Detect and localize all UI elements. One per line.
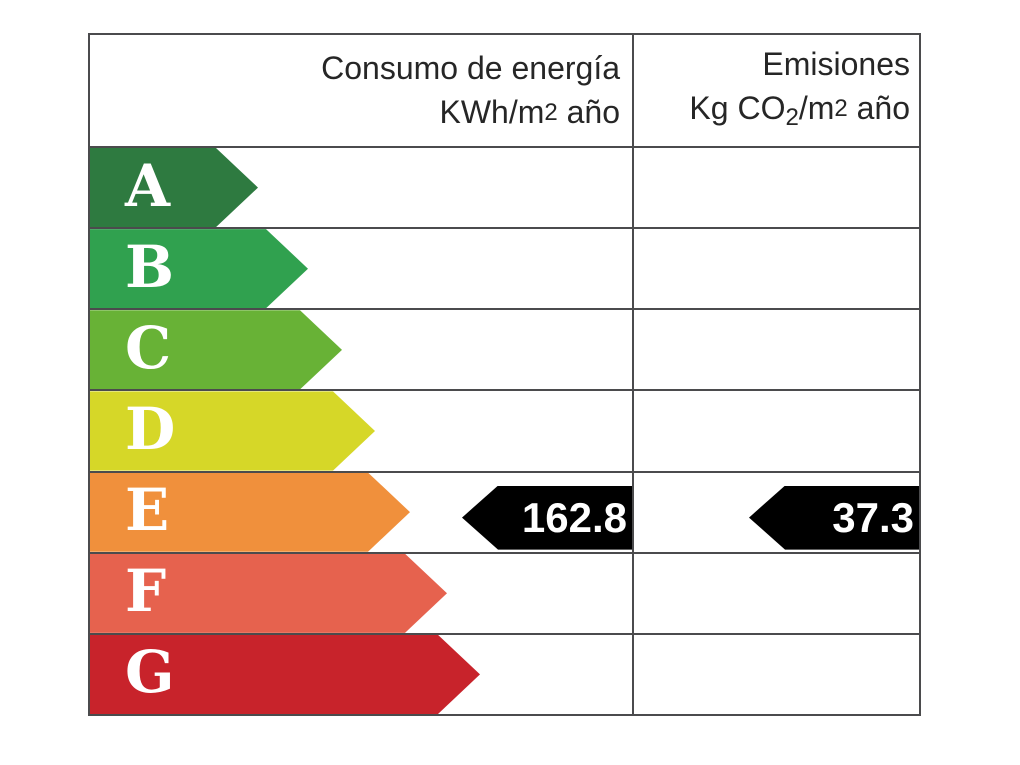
rating-row: A <box>90 148 919 230</box>
rating-row: B <box>90 229 919 311</box>
emissions-cell <box>634 148 919 227</box>
rating-row: C <box>90 310 919 392</box>
consumption-header-line2: KWh/m2 año <box>439 94 620 130</box>
rating-arrow: D <box>90 391 375 470</box>
consumption-cell: D <box>90 391 634 471</box>
consumption-cell: C <box>90 310 634 390</box>
rating-letter: D <box>125 394 176 463</box>
certificate-table: Consumo de energía KWh/m2 año Emisiones … <box>88 33 921 716</box>
rating-letter: C <box>125 313 172 382</box>
rating-arrow: A <box>90 148 258 227</box>
emissions-cell <box>634 229 919 308</box>
rating-row: E 162.8 37.3 <box>90 472 919 554</box>
rating-letter: E <box>125 476 170 545</box>
pointer-value: 37.3 <box>832 493 914 541</box>
rating-row: F <box>90 553 919 635</box>
rating-arrow: F <box>90 554 447 633</box>
emissions-cell <box>634 310 919 389</box>
rating-row: D <box>90 391 919 473</box>
emissions-cell <box>634 554 919 633</box>
value-pointer-arrow: 37.3 <box>749 485 919 550</box>
emissions-header-line2: Kg CO2/m2 año <box>689 89 910 131</box>
consumption-cell: F <box>90 553 634 633</box>
value-pointer-arrow: 162.8 <box>462 485 632 550</box>
emissions-header-line1: Emisiones <box>762 45 910 82</box>
pointer-value: 162.8 <box>521 493 627 541</box>
table-header: Consumo de energía KWh/m2 año Emisiones … <box>90 35 919 148</box>
rating-rows: A B C D E <box>90 148 919 714</box>
rating-arrow: B <box>90 229 308 308</box>
rating-letter: A <box>125 151 171 220</box>
rating-letter: B <box>125 232 175 301</box>
consumption-column-header: Consumo de energía KWh/m2 año <box>90 35 634 146</box>
emissions-cell <box>634 391 919 470</box>
consumption-cell: G <box>90 634 634 714</box>
emissions-column-header: Emisiones Kg CO2/m2 año <box>634 35 919 146</box>
emissions-cell: 37.3 <box>634 473 919 552</box>
rating-arrow: E <box>90 473 410 552</box>
rating-letter: G <box>125 638 175 707</box>
consumption-header-line1: Consumo de energía <box>321 50 620 86</box>
emissions-cell <box>634 635 919 714</box>
consumption-cell: A <box>90 148 634 228</box>
rating-arrow: C <box>90 310 342 389</box>
consumption-cell: B <box>90 229 634 309</box>
rating-letter: F <box>125 557 167 626</box>
rating-arrow: G <box>90 635 480 714</box>
consumption-cell: E 162.8 <box>90 472 634 552</box>
rating-row: G <box>90 634 919 714</box>
